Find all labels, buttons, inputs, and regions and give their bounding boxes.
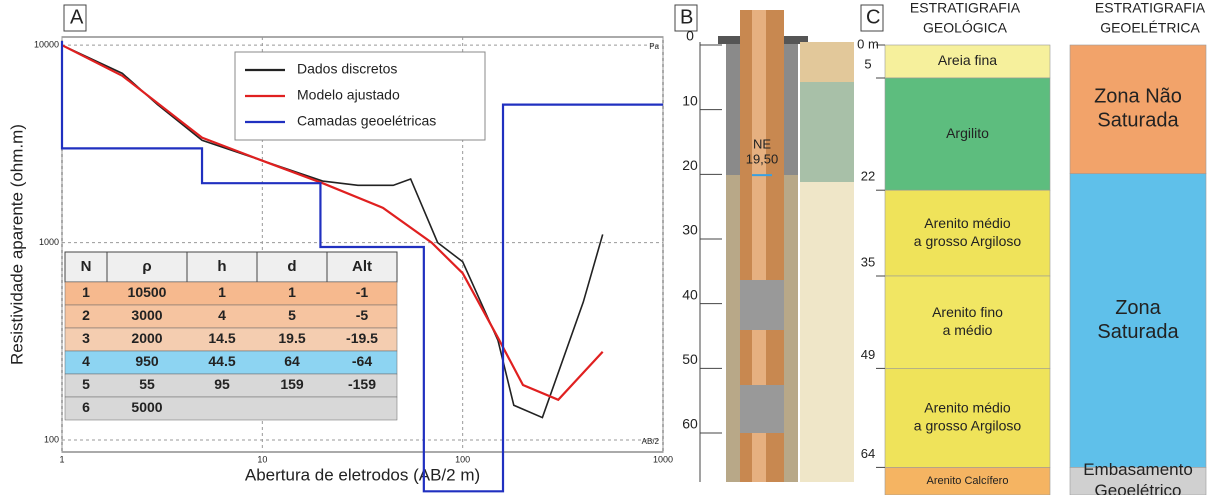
corner-label: AB/2	[642, 437, 660, 446]
screen	[740, 280, 784, 330]
table-cell: 95	[214, 376, 230, 392]
water-label: NE	[753, 137, 771, 152]
x-axis-label: Abertura de eletrodos (AB/2 m)	[245, 465, 480, 484]
depth-label: 0 m	[857, 36, 879, 51]
depth-label: 35	[861, 254, 875, 269]
legend-label: Camadas geoelétricas	[297, 113, 436, 129]
table-cell: 4	[218, 307, 226, 323]
column-heading: GEOLÓGICA	[923, 20, 1008, 36]
depth-label: 49	[861, 347, 875, 362]
table-header: d	[287, 258, 296, 275]
litho-sand	[800, 42, 854, 82]
table-cell: -1	[356, 284, 369, 300]
table-cell: 19.5	[278, 330, 305, 346]
layer-label: Argilito	[946, 125, 989, 141]
column-heading: GEOELÉTRICA	[1100, 20, 1200, 36]
panel-letter: B	[680, 6, 693, 28]
layer-label: Arenito médio	[924, 215, 1011, 231]
panel-letter: A	[70, 6, 84, 28]
table-header: Alt	[352, 258, 372, 275]
column-heading: ESTRATIGRAFIA	[1095, 0, 1206, 16]
column-heading: ESTRATIGRAFIA	[910, 0, 1021, 16]
table-cell: -19.5	[346, 330, 378, 346]
x-tick-label: 10	[257, 454, 267, 464]
depth-label: 60	[682, 416, 698, 432]
table-cell: 159	[280, 376, 304, 392]
layer-label: Zona	[1115, 297, 1161, 319]
layer-label: Geoelétrico	[1095, 481, 1182, 495]
table-cell: 5	[288, 307, 296, 323]
depth-label: 5	[864, 56, 871, 71]
table-cell: 5	[82, 376, 90, 392]
y-tick-label: 100	[44, 434, 59, 444]
y-tick-label: 10000	[34, 40, 59, 50]
depth-label: 40	[682, 286, 698, 302]
table-cell: -5	[356, 307, 369, 323]
table-cell: 2000	[131, 330, 162, 346]
table-row	[65, 397, 397, 420]
table-cell: 14.5	[208, 330, 235, 346]
corner-label: Pa	[649, 42, 659, 51]
figure: A B C 1101001000100100010000Abertura de …	[0, 0, 1214, 495]
layer-label: Arenito Calcífero	[927, 475, 1009, 487]
table-row	[65, 282, 397, 305]
litho-sandstone	[800, 182, 854, 482]
table-cell: 4	[82, 353, 90, 369]
table-cell: 2	[82, 307, 90, 323]
legend-label: Modelo ajustado	[297, 87, 400, 103]
table-header: ρ	[142, 258, 151, 275]
table-cell: 3	[82, 330, 90, 346]
layer-label: Areia fina	[938, 52, 997, 68]
x-tick-label: 100	[455, 454, 470, 464]
depth-label: 0	[686, 28, 694, 44]
table-cell: 1	[218, 284, 226, 300]
table-cell: 10500	[128, 284, 167, 300]
depth-label: 10	[682, 92, 698, 108]
layer-label: Zona Não	[1094, 86, 1182, 108]
depth-label: 50	[682, 351, 698, 367]
litho-clay	[800, 82, 854, 182]
table-row	[65, 305, 397, 328]
table-header: h	[217, 258, 226, 275]
y-tick-label: 1000	[39, 237, 59, 247]
x-tick-label: 1	[59, 454, 64, 464]
layer-label: a grosso Argiloso	[914, 418, 1022, 434]
panel-letter: C	[866, 6, 880, 28]
layer-label: a grosso Argiloso	[914, 233, 1022, 249]
table-cell: 64	[284, 353, 300, 369]
well-drawing	[718, 10, 854, 482]
depth-label: 20	[682, 157, 698, 173]
depth-label: 30	[682, 222, 698, 238]
table-cell: 5000	[131, 399, 162, 415]
table-cell: 1	[82, 284, 90, 300]
layer-label: Arenito médio	[924, 400, 1011, 416]
water-level-label: 19,50	[746, 152, 779, 167]
table-cell: 55	[139, 376, 155, 392]
table-cell: 1	[288, 284, 296, 300]
x-tick-label: 1000	[653, 454, 673, 464]
table-header: N	[81, 258, 92, 275]
layer-label: Arenito fino	[932, 304, 1003, 320]
y-axis-label: Resistividade aparente (ohm.m)	[7, 124, 26, 365]
table-cell: -64	[352, 353, 372, 369]
screen	[740, 385, 784, 433]
depth-label: 64	[861, 446, 875, 461]
table-cell: 950	[135, 353, 159, 369]
table-cell: -159	[348, 376, 376, 392]
depth-label: 22	[861, 169, 875, 184]
layer-label: Saturada	[1097, 110, 1179, 132]
table-cell: 44.5	[208, 353, 235, 369]
layer-label: Embasamento	[1083, 460, 1193, 479]
table-cell: 3000	[131, 307, 162, 323]
layer-label: Saturada	[1097, 321, 1179, 343]
legend-label: Dados discretos	[297, 61, 397, 77]
layer-label: a médio	[943, 322, 993, 338]
table-cell: 6	[82, 399, 90, 415]
